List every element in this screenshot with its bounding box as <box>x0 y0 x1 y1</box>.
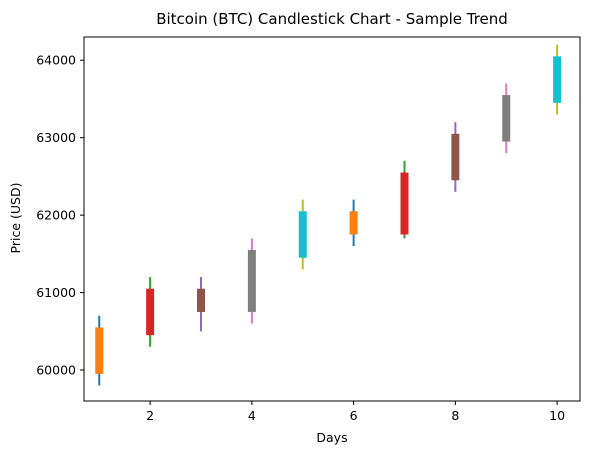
x-tick-label: 4 <box>248 408 256 423</box>
chart-title: Bitcoin (BTC) Candlestick Chart - Sample… <box>156 10 508 28</box>
candle-body <box>502 95 511 142</box>
plot-marks <box>95 44 562 386</box>
candle-body <box>553 56 562 103</box>
x-tick-label: 8 <box>451 408 459 423</box>
plot-area-frame <box>83 36 581 402</box>
candle-3 <box>197 277 206 332</box>
x-axis-label: Days <box>316 430 347 445</box>
candle-body <box>247 249 256 312</box>
candle-9 <box>502 83 511 154</box>
y-axis: 60000 61000 62000 63000 64000 <box>36 53 84 378</box>
candle-7 <box>400 160 409 239</box>
candle-6 <box>349 199 358 247</box>
candle-5 <box>298 199 307 270</box>
y-tick-label: 60000 <box>36 363 76 378</box>
x-tick-label: 10 <box>549 408 565 423</box>
y-tick-label: 61000 <box>36 285 76 300</box>
candle-body <box>146 288 155 336</box>
y-axis-label: Price (USD) <box>8 183 23 254</box>
candle-body <box>298 211 307 258</box>
candle-body <box>400 172 409 235</box>
candle-body <box>349 211 358 235</box>
x-tick-label: 2 <box>146 408 154 423</box>
candle-body <box>197 288 206 312</box>
candle-body <box>95 327 104 374</box>
candle-8 <box>451 122 460 192</box>
candle-body <box>451 133 460 181</box>
y-tick-label: 63000 <box>36 130 76 145</box>
y-tick-label: 62000 <box>36 208 76 223</box>
x-axis: 2 4 6 8 10 <box>146 401 565 423</box>
candle-10 <box>553 44 562 115</box>
candle-1 <box>95 315 104 386</box>
candle-2 <box>146 277 155 347</box>
x-tick-label: 6 <box>350 408 358 423</box>
y-tick-label: 64000 <box>36 53 76 68</box>
candle-4 <box>247 238 256 324</box>
